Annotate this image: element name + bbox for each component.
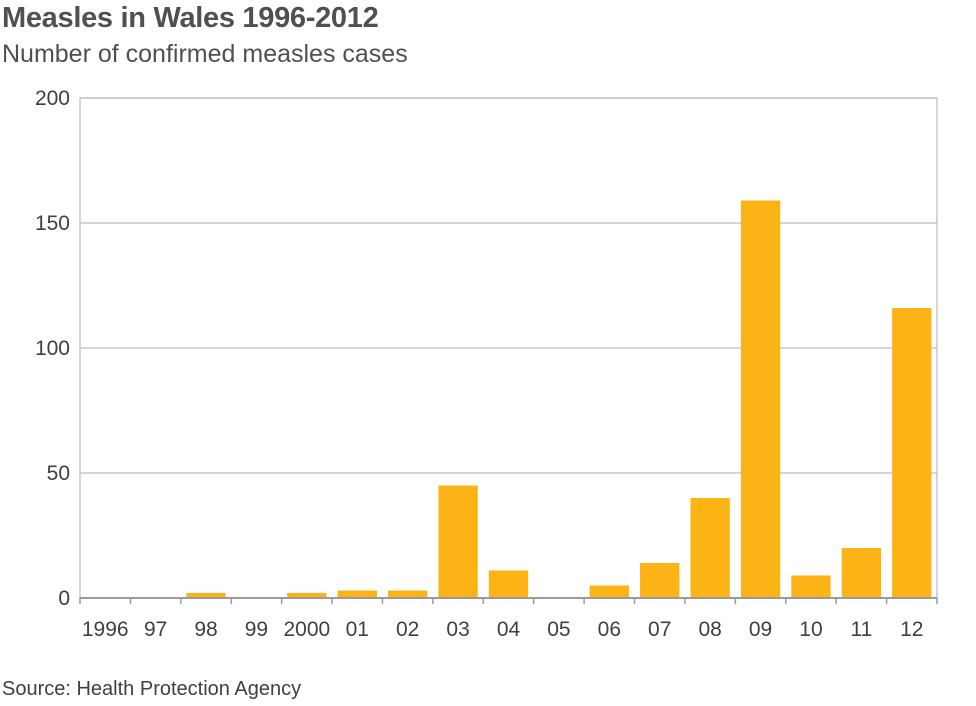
x-tick-label: 01 (346, 618, 369, 641)
x-tick-label: 04 (497, 618, 521, 641)
x-tick-label: 11 (850, 618, 872, 641)
bar (337, 590, 377, 598)
y-tick-label: 0 (58, 587, 70, 610)
bar (740, 200, 781, 598)
y-tick-label: 50 (47, 462, 70, 485)
bar (690, 498, 730, 598)
chart-subtitle: Number of confirmed measles cases (2, 40, 408, 68)
x-tick-label: 09 (749, 618, 772, 641)
bar (186, 593, 226, 598)
bar (287, 593, 327, 598)
bar (791, 575, 831, 598)
x-tick-label: 2000 (283, 618, 330, 641)
x-tick-label: 99 (245, 618, 268, 641)
source-note: Source: Health Protection Agency (2, 678, 302, 700)
bar (841, 548, 882, 598)
x-tick-label: 07 (648, 618, 671, 641)
x-tick-label: 97 (144, 618, 167, 641)
bar (438, 485, 478, 598)
bar (388, 590, 428, 598)
x-tick-label: 06 (598, 618, 621, 641)
bar (589, 585, 629, 598)
chart-title: Measles in Wales 1996-2012 (2, 2, 379, 34)
bar (488, 570, 529, 598)
x-tick-label: 02 (396, 618, 419, 641)
y-tick-label: 150 (35, 212, 70, 235)
x-tick-label: 03 (446, 618, 469, 641)
x-tick-label: 98 (194, 618, 217, 641)
x-tick-label: 12 (900, 618, 923, 641)
x-tick-label: 10 (799, 618, 822, 641)
bar (640, 563, 680, 598)
x-tick-label: 1996 (82, 618, 129, 641)
y-tick-label: 200 (35, 87, 70, 110)
x-tick-label: 05 (547, 618, 570, 641)
y-tick-label: 100 (35, 337, 70, 360)
x-tick-label: 08 (698, 618, 721, 641)
bar (892, 308, 932, 598)
